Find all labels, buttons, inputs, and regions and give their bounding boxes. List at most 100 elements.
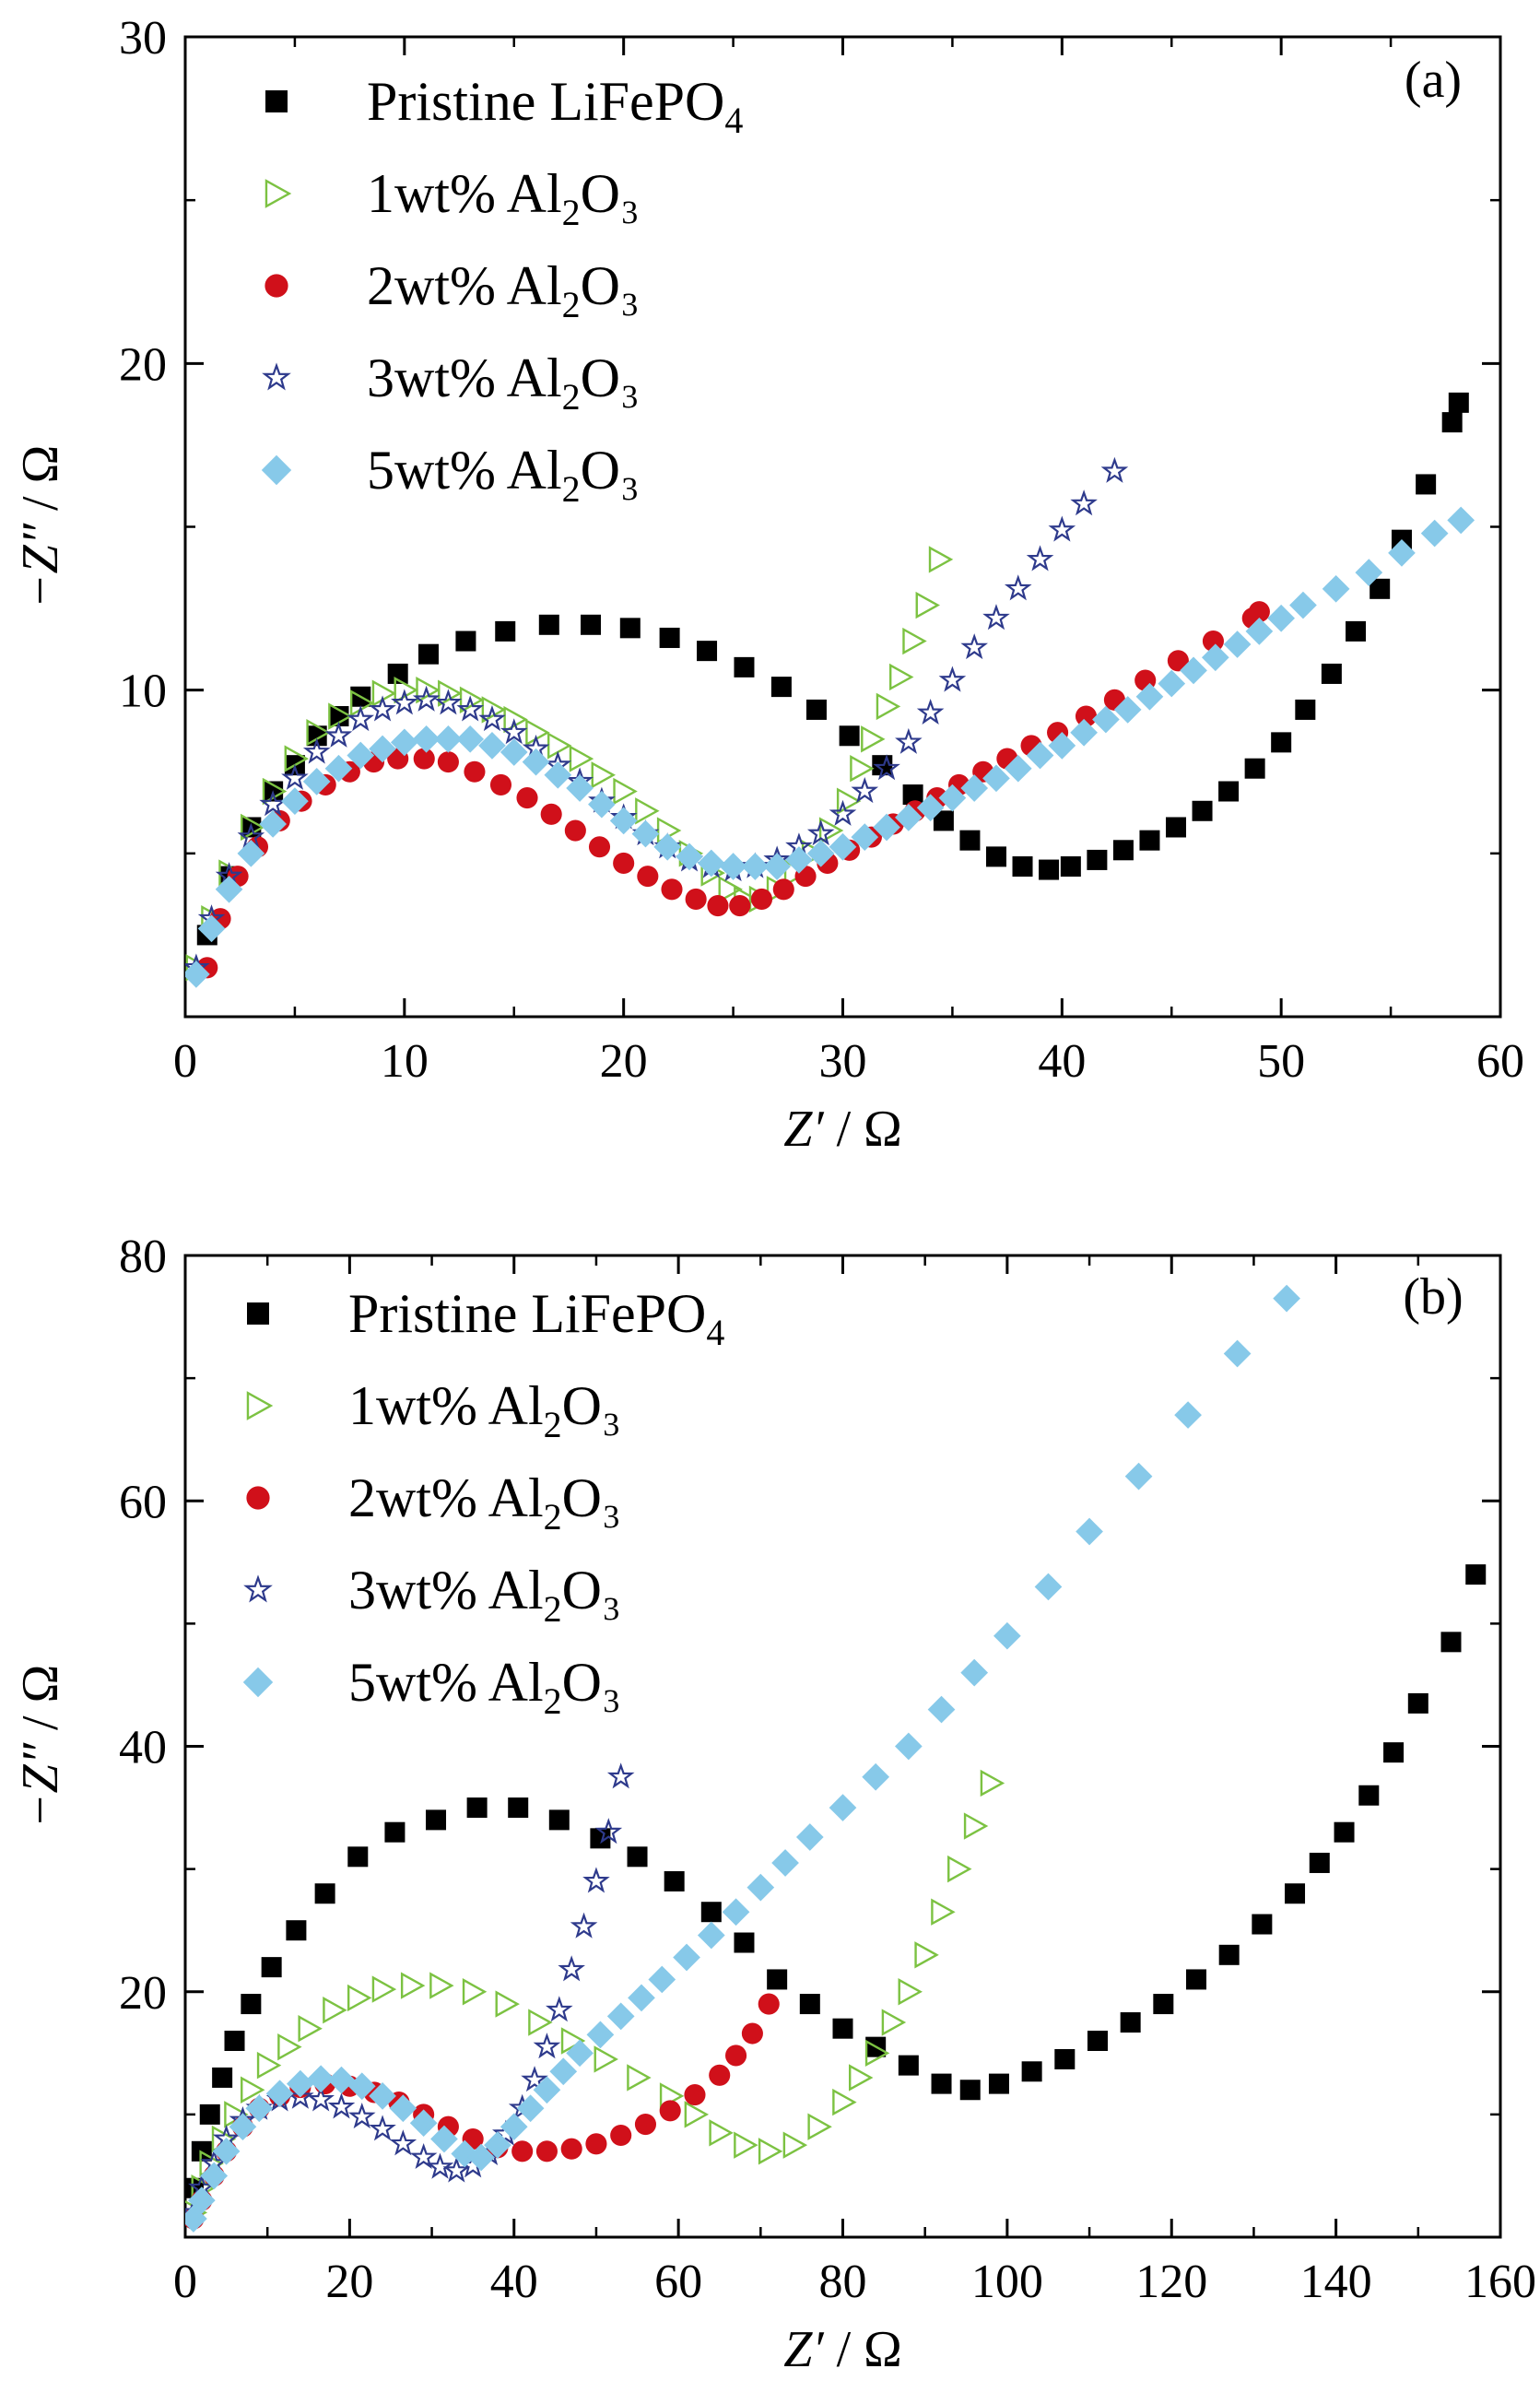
- y-axis-title: −Z″ / Ω: [12, 445, 69, 608]
- data-point: [569, 745, 594, 772]
- data-point: [1358, 1785, 1380, 1806]
- data-point: [1388, 538, 1416, 567]
- legend-label-tail: O₃: [562, 1560, 621, 1620]
- legend-label-tail: O₃: [581, 255, 640, 316]
- data-point: [982, 764, 1010, 793]
- data-point: [1416, 474, 1437, 495]
- data-point: [484, 2131, 511, 2160]
- data-point: [306, 719, 331, 747]
- data-point: [770, 677, 792, 698]
- data-point: [1346, 620, 1367, 642]
- data-point: [864, 2039, 890, 2068]
- data-point: [610, 2124, 632, 2147]
- data-point: [734, 656, 755, 678]
- data-point: [212, 2137, 241, 2165]
- data-point: [725, 2045, 747, 2067]
- data-point: [307, 2065, 335, 2093]
- legend-label: 1wt% Al2O₃: [348, 1375, 621, 1445]
- data-point: [832, 2088, 857, 2116]
- legend-label-sub: 2: [562, 284, 581, 325]
- legend-label-main: Pristine LiFePO: [348, 1283, 706, 1344]
- data-point: [384, 1821, 406, 1843]
- data-point: [648, 1965, 676, 1994]
- data-point: [200, 2162, 229, 2190]
- data-point: [371, 1975, 397, 2003]
- data-point: [522, 748, 550, 776]
- data-point: [661, 878, 683, 901]
- y-tick-label: 60: [119, 1476, 167, 1528]
- data-point: [634, 2113, 656, 2136]
- data-point: [1202, 630, 1224, 653]
- data-point: [478, 732, 506, 760]
- data-point: [503, 705, 528, 734]
- data-point: [771, 1849, 799, 1877]
- data-point: [286, 1920, 307, 1941]
- data-point: [849, 2064, 874, 2092]
- data-point: [895, 1732, 923, 1761]
- data-point: [933, 810, 954, 831]
- data-point: [323, 1997, 347, 2024]
- data-point: [1139, 830, 1160, 851]
- data-point: [237, 839, 265, 867]
- data-point: [861, 725, 886, 753]
- data-point: [284, 745, 310, 772]
- data-point: [241, 813, 265, 842]
- data-point: [685, 888, 707, 910]
- data-point: [659, 2100, 681, 2122]
- data-point: [580, 614, 601, 635]
- x-tick-label: 40: [490, 2256, 538, 2308]
- data-point: [988, 2073, 1009, 2094]
- data-point: [758, 2138, 783, 2165]
- data-point: [197, 914, 226, 943]
- data-point: [1034, 1573, 1063, 1601]
- data-point: [1441, 412, 1463, 433]
- x-axis-title-symbol: Z′: [783, 2321, 824, 2378]
- data-point: [1054, 2048, 1076, 2069]
- data-point: [763, 853, 791, 880]
- data-point: [566, 774, 594, 802]
- series-2: [185, 1993, 780, 2230]
- data-point: [400, 1972, 426, 1999]
- data-point: [511, 2140, 534, 2162]
- data-point: [327, 2066, 356, 2094]
- data-point: [314, 1883, 335, 1904]
- data-point: [1273, 1284, 1300, 1313]
- data-point: [430, 2125, 458, 2153]
- legend-label-tail: O₃: [562, 1652, 621, 1713]
- data-point: [256, 2051, 282, 2080]
- legend-label-tail: O₃: [562, 1467, 621, 1528]
- data-point: [1248, 601, 1270, 623]
- data-point: [980, 1769, 1005, 1797]
- data-point: [1271, 732, 1292, 753]
- data-point: [1440, 1632, 1462, 1653]
- data-point: [1075, 705, 1098, 727]
- data-point: [722, 1898, 750, 1927]
- data-point: [302, 768, 331, 795]
- data-point: [881, 2009, 907, 2036]
- data-point: [876, 692, 901, 721]
- legend-label-main: 1wt% Al: [367, 163, 562, 224]
- data-point: [807, 2113, 832, 2140]
- data-point: [1120, 2012, 1141, 2033]
- data-point: [805, 699, 827, 720]
- data-point: [898, 2055, 919, 2076]
- data-point: [1048, 732, 1076, 760]
- data-point: [259, 810, 287, 838]
- data-point: [959, 830, 981, 851]
- data-point: [466, 1797, 488, 1819]
- data-point: [1201, 643, 1229, 672]
- data-point: [850, 755, 875, 783]
- legend-label: 2wt% Al2O₃: [348, 1467, 621, 1538]
- legend-marker: [242, 1667, 274, 1698]
- legend-label-main: 5wt% Al: [367, 440, 562, 501]
- y-tick-label: 20: [119, 338, 167, 391]
- y-tick-label: 10: [119, 666, 167, 718]
- legend-label-tail: O₃: [581, 348, 640, 408]
- data-point: [806, 839, 835, 867]
- data-point: [1028, 547, 1052, 570]
- data-point: [962, 635, 986, 658]
- data-point: [591, 761, 617, 789]
- x-axis-title: Z′ / Ω: [783, 2321, 902, 2378]
- data-point: [347, 1984, 372, 2012]
- data-point: [500, 738, 528, 766]
